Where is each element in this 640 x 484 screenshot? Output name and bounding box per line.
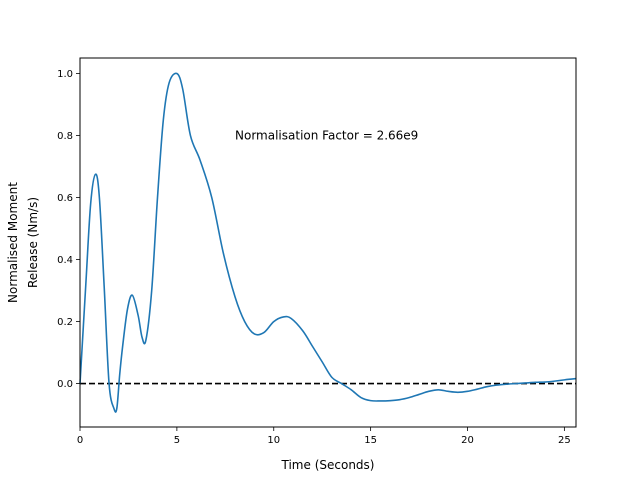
series-line-0	[79, 72, 577, 413]
ticks-layer: 0 5 10 15 20 25 0.0 0.2 0.4 0.6 0.8 1.0	[57, 69, 571, 446]
x-tick-label: 10	[267, 435, 280, 446]
x-tick-label: 5	[174, 435, 180, 446]
x-tick-label: 20	[461, 435, 474, 446]
y-tick-label: 0.8	[57, 131, 73, 142]
y-axis-title-line-1: Normalised Moment	[6, 182, 20, 303]
y-tick-label: 0.4	[57, 255, 73, 266]
x-tick-label: 15	[364, 435, 377, 446]
x-tick-label: 25	[558, 435, 571, 446]
x-axis-title: Time (Seconds)	[281, 458, 375, 472]
plot-frame	[79, 57, 577, 428]
y-tick-label: 1.0	[57, 69, 73, 80]
y-tick-label: 0.0	[57, 379, 73, 390]
y-axis-title-line-2: Release (Nm/s)	[26, 197, 40, 288]
plot-layer	[79, 72, 577, 413]
normalisation-annotation: Normalisation Factor = 2.66e9	[235, 129, 418, 143]
y-tick-label: 0.6	[57, 193, 73, 204]
y-tick-label: 0.2	[57, 317, 73, 328]
x-tick-label: 0	[77, 435, 83, 446]
